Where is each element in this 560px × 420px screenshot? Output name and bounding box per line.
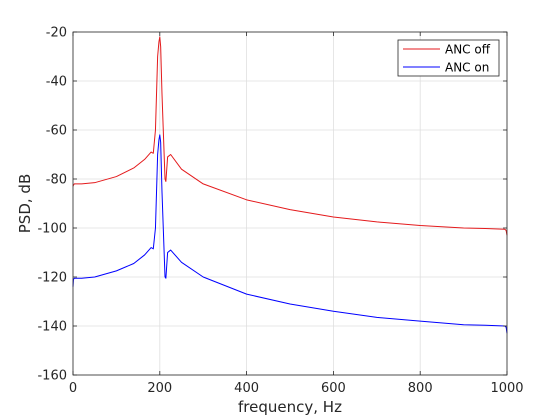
legend: ANC off ANC on (398, 40, 499, 76)
x-tick-label: 200 (147, 381, 172, 396)
legend-label-anc-on: ANC on (445, 61, 489, 75)
x-tick-label: 600 (321, 381, 346, 396)
y-tick-label: -80 (46, 173, 67, 188)
y-tick-label: -160 (37, 369, 67, 384)
y-tick-label: -20 (46, 26, 67, 41)
legend-label-anc-off: ANC off (445, 43, 491, 57)
y-tick-label: -100 (37, 222, 67, 237)
x-tick-label: 1000 (490, 381, 523, 396)
x-tick-label: 800 (408, 381, 433, 396)
y-axis-label: PSD, dB (16, 174, 34, 233)
y-tick-label: -60 (46, 124, 67, 139)
x-tick-label: 400 (234, 381, 259, 396)
plot-area (73, 32, 507, 375)
y-tick-label: -120 (37, 271, 67, 286)
y-tick-label: -40 (46, 75, 67, 90)
x-tick-label: 0 (69, 381, 77, 396)
y-tick-label: -140 (37, 320, 67, 335)
x-axis-label: frequency, Hz (238, 398, 342, 416)
